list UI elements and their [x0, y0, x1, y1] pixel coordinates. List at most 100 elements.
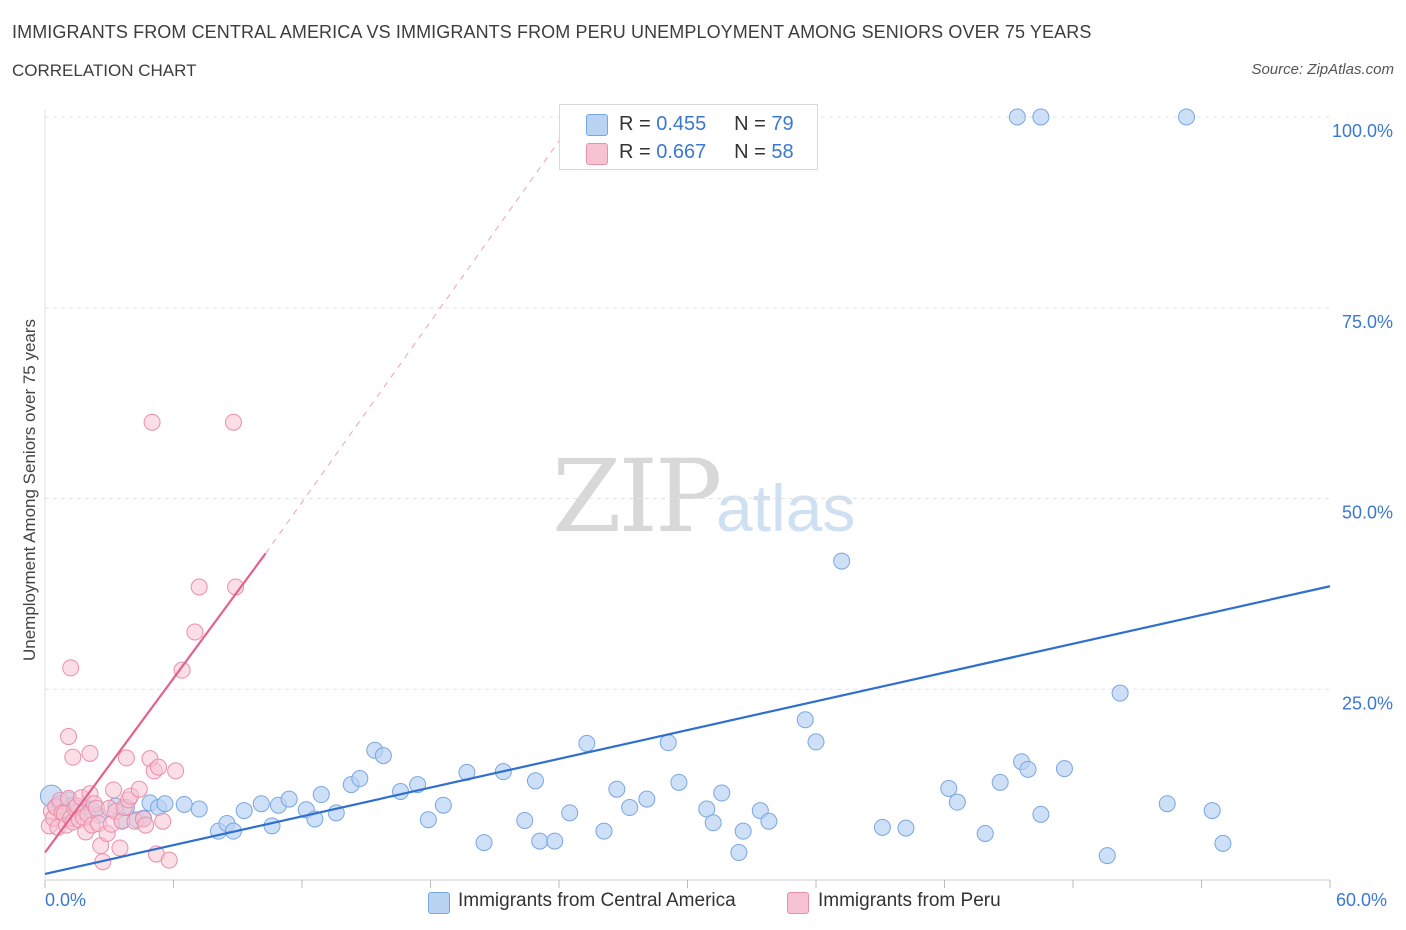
y-axis-label: Unemployment Among Seniors over 75 years: [20, 318, 39, 662]
central-america-point: [561, 804, 579, 822]
central-america-point: [419, 811, 437, 829]
central-america-point: [1019, 760, 1037, 778]
peru-point: [150, 758, 168, 776]
bottom-legend-swatch-blue: [428, 892, 450, 914]
central-america-point: [578, 734, 596, 752]
central-america-point: [638, 790, 656, 808]
central-america-point: [235, 802, 253, 820]
central-america-point: [897, 819, 915, 837]
legend-row-peru: R = 0.667 N = 58: [619, 141, 794, 164]
peru-point: [105, 781, 123, 799]
watermark-atlas: atlas: [716, 471, 856, 545]
y-tick-label-25: 25.0%: [1342, 693, 1393, 713]
peru-point: [60, 728, 78, 746]
bottom-legend-peru: Immigrants from Peru: [818, 890, 1001, 911]
x-axis: [44, 110, 1331, 888]
central-america-point: [475, 834, 493, 852]
n-label: N =: [734, 141, 766, 163]
central-america-point: [531, 832, 549, 850]
central-america-point: [730, 844, 748, 862]
peru-point: [137, 816, 155, 834]
r-value: 0.455: [656, 113, 707, 135]
central-america-point: [263, 817, 281, 835]
y-tick-label-100: 100.0%: [1332, 121, 1393, 141]
source-credit: Source: ZipAtlas.com: [1251, 61, 1394, 78]
bottom-legend-swatch-pink: [787, 892, 809, 914]
central-america-point: [807, 733, 825, 751]
chart-subtitle: CORRELATION CHART: [12, 61, 197, 80]
central-america-point: [948, 793, 966, 811]
central-america-point: [608, 780, 626, 798]
central-america-point: [374, 747, 392, 765]
peru-points: [40, 413, 245, 871]
central-america-point: [392, 782, 410, 800]
peru-trend-extension: [265, 116, 577, 554]
central-america-point: [698, 800, 716, 818]
central-america-point: [175, 795, 193, 813]
central-america-point: [976, 824, 994, 842]
central-america-point: [190, 800, 208, 818]
central-america-point: [434, 796, 452, 814]
peru-point: [64, 748, 82, 766]
peru-point: [173, 661, 191, 679]
central-america-point: [734, 822, 752, 840]
central-america-point: [873, 818, 891, 836]
central-america-point: [1158, 795, 1176, 813]
r-label: R =: [619, 141, 651, 163]
central-america-point: [991, 773, 1009, 791]
r-value: 0.667: [656, 141, 707, 163]
central-america-point: [516, 811, 534, 829]
n-value: 79: [771, 113, 794, 135]
central-america-point: [796, 711, 814, 729]
central-america-point: [1098, 847, 1116, 865]
central-america-point: [940, 779, 958, 797]
r-label: R =: [619, 113, 651, 135]
peru-point: [154, 812, 172, 830]
peru-point: [117, 749, 135, 767]
legend-swatch-blue: [586, 114, 608, 136]
n-value: 58: [771, 141, 794, 163]
bottom-legend-central-america: Immigrants from Central America: [458, 890, 736, 911]
grid-lines: [45, 116, 1330, 690]
central-america-point: [546, 832, 564, 850]
central-america-point: [659, 734, 677, 752]
y-tick-label-50: 50.0%: [1342, 503, 1393, 523]
central-america-point: [713, 784, 731, 802]
peru-point: [167, 762, 185, 780]
central-america-trend-line: [44, 585, 1331, 875]
x-tick-label-max: 60.0%: [1336, 890, 1388, 910]
peru-point: [143, 413, 161, 431]
y-tick-labels: 25.0% 50.0% 75.0% 100.0%: [1332, 121, 1393, 713]
central-america-point: [156, 795, 174, 813]
central-america-point: [351, 770, 369, 788]
peru-point: [186, 623, 204, 641]
central-america-point: [1032, 805, 1050, 823]
central-america-point: [280, 790, 298, 808]
central-america-point: [1178, 108, 1196, 126]
central-america-point: [252, 795, 270, 813]
trend-lines: [44, 116, 1331, 875]
central-america-point: [312, 786, 330, 804]
peru-point: [224, 413, 242, 431]
y-tick-label-75: 75.0%: [1342, 312, 1393, 332]
chart-title: IMMIGRANTS FROM CENTRAL AMERICA VS IMMIG…: [12, 22, 1092, 42]
central-america-point: [704, 814, 722, 832]
central-america-point: [1055, 760, 1073, 778]
central-america-point: [670, 773, 688, 791]
central-america-point: [1032, 108, 1050, 126]
central-america-point: [526, 772, 544, 790]
peru-trend-line: [44, 552, 267, 854]
watermark-zip: ZIP: [552, 438, 722, 555]
peru-point: [62, 659, 80, 677]
peru-point: [111, 839, 129, 857]
central-america-point: [833, 552, 851, 570]
central-america-point: [1111, 684, 1129, 702]
n-label: N =: [734, 113, 766, 135]
correlation-legend: R = 0.455 N = 79 R = 0.667 N = 58: [559, 104, 818, 170]
central-america-points: [39, 108, 1232, 865]
central-america-point: [760, 812, 778, 830]
legend-swatch-pink: [586, 143, 608, 165]
peru-point: [81, 744, 99, 762]
central-america-point: [621, 799, 639, 817]
